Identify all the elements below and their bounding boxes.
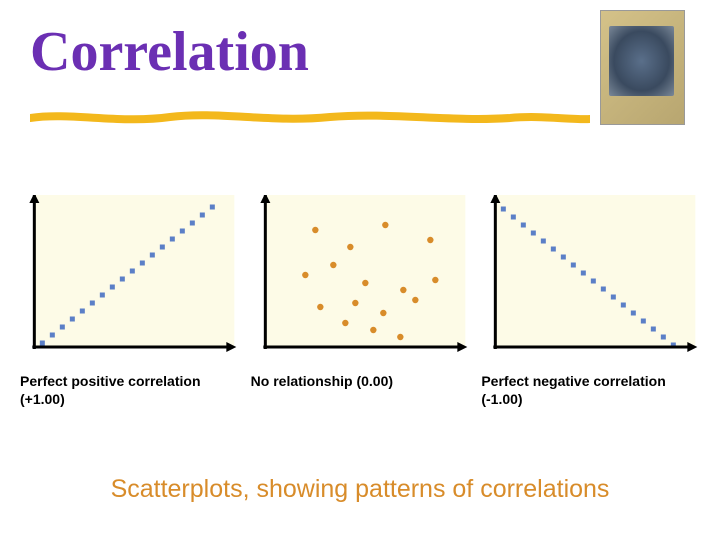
scatter-point — [412, 297, 418, 303]
scatter-point — [370, 327, 376, 333]
scatter-point — [380, 310, 386, 316]
chart-positive-label: Perfect positive correlation (+1.00) — [20, 373, 239, 408]
dash-segment — [130, 269, 135, 274]
dash-segment — [120, 277, 125, 282]
slide-title: Correlation — [30, 20, 309, 84]
scatter-point — [400, 287, 406, 293]
dash-segment — [521, 223, 526, 228]
chart-background — [265, 195, 465, 347]
dash-segment — [40, 341, 45, 346]
chart-none-label: No relationship (0.00) — [251, 373, 470, 391]
charts-row: Perfect positive correlation (+1.00) No … — [20, 195, 700, 408]
dash-segment — [661, 335, 666, 340]
dash-segment — [70, 317, 75, 322]
chart-negative: Perfect negative correlation (-1.00) — [481, 195, 700, 408]
dash-segment — [601, 287, 606, 292]
dash-segment — [651, 327, 656, 332]
dash-segment — [100, 293, 105, 298]
dash-segment — [210, 205, 215, 210]
dash-segment — [200, 213, 205, 218]
chart-negative-label: Perfect negative correlation (-1.00) — [481, 373, 700, 408]
scatter-point — [397, 334, 403, 340]
scatter-point — [382, 222, 388, 228]
scatter-point — [362, 280, 368, 286]
dash-segment — [571, 263, 576, 268]
dash-segment — [551, 247, 556, 252]
dash-segment — [160, 245, 165, 250]
dash-segment — [110, 285, 115, 290]
dash-segment — [60, 325, 65, 330]
chart-negative-svg — [481, 195, 700, 355]
chart-none: No relationship (0.00) — [251, 195, 470, 408]
dash-segment — [501, 207, 506, 212]
dash-segment — [541, 239, 546, 244]
footer-caption: Scatterplots, showing patterns of correl… — [0, 475, 720, 504]
dash-segment — [581, 271, 586, 276]
dash-segment — [80, 309, 85, 314]
chart-none-svg — [251, 195, 470, 355]
title-underline — [30, 108, 590, 128]
scatter-point — [432, 277, 438, 283]
scatter-point — [317, 304, 323, 310]
scatter-point — [347, 244, 353, 250]
chart-positive-svg — [20, 195, 239, 355]
book-thumbnail — [600, 10, 685, 125]
underline-stroke — [30, 115, 590, 119]
dash-segment — [591, 279, 596, 284]
dash-segment — [631, 311, 636, 316]
dash-segment — [180, 229, 185, 234]
book-cover-art — [609, 26, 674, 96]
scatter-point — [312, 227, 318, 233]
dash-segment — [531, 231, 536, 236]
dash-segment — [611, 295, 616, 300]
dash-segment — [190, 221, 195, 226]
dash-segment — [511, 215, 516, 220]
dash-segment — [150, 253, 155, 258]
scatter-point — [342, 320, 348, 326]
dash-segment — [90, 301, 95, 306]
dash-segment — [621, 303, 626, 308]
dash-segment — [170, 237, 175, 242]
dash-segment — [561, 255, 566, 260]
scatter-point — [427, 237, 433, 243]
chart-background — [496, 195, 696, 347]
scatter-point — [352, 300, 358, 306]
chart-positive: Perfect positive correlation (+1.00) — [20, 195, 239, 408]
scatter-point — [330, 262, 336, 268]
dash-segment — [140, 261, 145, 266]
dash-segment — [50, 333, 55, 338]
scatter-point — [302, 272, 308, 278]
dash-segment — [641, 319, 646, 324]
